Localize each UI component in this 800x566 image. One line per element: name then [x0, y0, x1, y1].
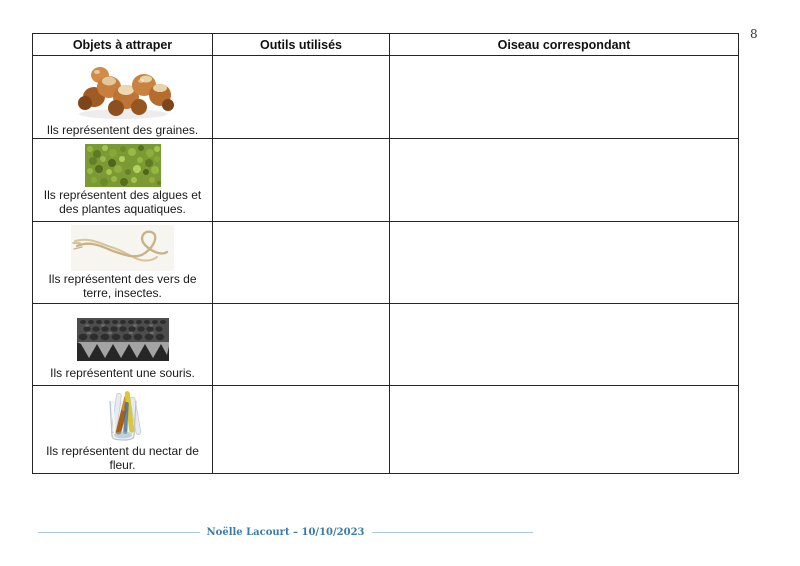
- row-caption: Ils représentent du nectar de fleur.: [46, 443, 199, 472]
- page-footer: Noëlle Lacourt – 10/10/2023: [38, 527, 534, 538]
- object-cell-vers: Ils représentent des vers de terre, inse…: [32, 221, 213, 304]
- bird-cell-empty: [389, 138, 739, 222]
- algae-image: [84, 144, 161, 187]
- bird-cell-empty: [389, 55, 739, 139]
- hazelnuts-image: [64, 58, 182, 122]
- test-tubes-image: [100, 388, 146, 443]
- footer-author-date: Noëlle Lacourt – 10/10/2023: [206, 527, 365, 538]
- table-row: Ils représentent des graines.: [32, 55, 739, 139]
- tools-cell-empty: [212, 385, 390, 474]
- footer-rule-left: [38, 532, 200, 533]
- worksheet-table: Objets à attraper Outils utilisés Oiseau…: [32, 33, 739, 474]
- header-oiseau-correspondant: Oiseau correspondant: [389, 33, 739, 56]
- table-row: Ils représentent une souris.: [32, 303, 739, 386]
- table-header-row: Objets à attraper Outils utilisés Oiseau…: [32, 33, 739, 56]
- tools-cell-empty: [212, 138, 390, 222]
- row-caption: Ils représentent des graines.: [46, 122, 199, 137]
- object-cell-graines: Ils représentent des graines.: [32, 55, 213, 139]
- string-image: [71, 225, 174, 271]
- object-cell-nectar: Ils représentent du nectar de fleur.: [32, 385, 213, 474]
- table-row: Ils représentent des algues et des plant…: [32, 138, 739, 222]
- object-cell-souris: Ils représentent une souris.: [32, 303, 213, 386]
- footer-rule-right: [371, 532, 534, 533]
- bird-cell-empty: [389, 303, 739, 386]
- acoustic-foam-image: [75, 310, 171, 365]
- row-caption: Ils représentent des vers de terre, inse…: [48, 272, 197, 300]
- row-caption: Ils représentent une souris.: [50, 365, 195, 380]
- table-row: Ils représentent du nectar de fleur.: [32, 385, 739, 474]
- header-outils-utilises: Outils utilisés: [212, 33, 390, 56]
- page-number: 8: [750, 27, 758, 41]
- header-objets-a-attraper: Objets à attraper: [32, 33, 213, 56]
- tools-cell-empty: [212, 55, 390, 139]
- bird-cell-empty: [389, 221, 739, 304]
- table-row: Ils représentent des vers de terre, inse…: [32, 221, 739, 304]
- row-caption: Ils représentent des algues et des plant…: [43, 188, 202, 216]
- object-cell-algues: Ils représentent des algues et des plant…: [32, 138, 213, 222]
- bird-cell-empty: [389, 385, 739, 474]
- tools-cell-empty: [212, 221, 390, 304]
- tools-cell-empty: [212, 303, 390, 386]
